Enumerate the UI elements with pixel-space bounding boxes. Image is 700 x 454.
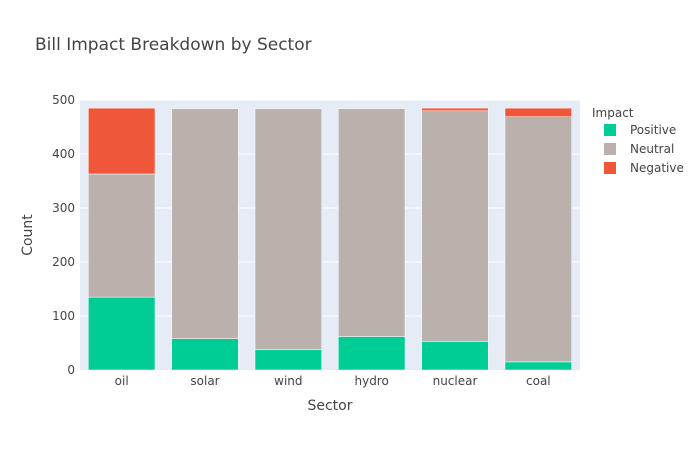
y-axis-ticks: 0 100 200 300 400 500 — [52, 93, 75, 377]
bar-nuclear-neutral[interactable] — [421, 110, 489, 342]
bar-oil-positive[interactable] — [88, 296, 156, 371]
x-tick-label-oil: oil — [115, 374, 129, 388]
y-tick-label: 500 — [52, 93, 75, 107]
x-tick-label-hydro: hydro — [354, 374, 388, 388]
y-tick-label: 200 — [52, 255, 75, 269]
legend-title: Impact — [592, 106, 634, 120]
y-tick-label: 400 — [52, 147, 75, 161]
bar-hydro-positive[interactable] — [338, 336, 406, 371]
bar-wind-positive[interactable] — [254, 349, 322, 371]
bar-coal-positive[interactable] — [504, 361, 572, 371]
gridlines — [80, 99, 580, 317]
legend-swatch-negative[interactable] — [604, 162, 616, 174]
bar-oil-neutral[interactable] — [88, 173, 156, 298]
bar-oil-negative[interactable] — [88, 107, 156, 175]
x-axis-title: Sector — [307, 398, 352, 414]
plot-background — [80, 100, 580, 370]
x-tick-label-solar: solar — [190, 374, 219, 388]
bars — [88, 107, 572, 371]
legend-swatch-neutral[interactable] — [604, 143, 616, 155]
bar-wind-neutral[interactable] — [254, 108, 322, 350]
bar-nuclear-negative[interactable] — [421, 107, 489, 112]
y-axis-title: Count — [20, 214, 36, 256]
x-tick-label-nuclear: nuclear — [433, 374, 478, 388]
legend[interactable]: Impact Positive Neutral Negative — [592, 106, 684, 175]
legend-label-neutral[interactable]: Neutral — [630, 142, 674, 156]
x-axis-ticks: oil solar wind hydro nuclear coal — [115, 374, 551, 388]
bar-solar-positive[interactable] — [171, 338, 239, 371]
chart-title: Bill Impact Breakdown by Sector — [35, 35, 312, 55]
y-tick-label: 300 — [52, 201, 75, 215]
legend-label-positive[interactable]: Positive — [630, 123, 676, 137]
y-tick-label: 0 — [67, 363, 75, 377]
bar-hydro-neutral[interactable] — [338, 108, 406, 337]
bar-coal-neutral[interactable] — [504, 116, 572, 363]
x-tick-label-coal: coal — [526, 374, 551, 388]
y-tick-label: 100 — [52, 309, 75, 323]
bar-nuclear-positive[interactable] — [421, 341, 489, 371]
bar-solar-neutral[interactable] — [171, 108, 239, 339]
legend-label-negative[interactable]: Negative — [630, 161, 684, 175]
legend-swatch-positive[interactable] — [604, 124, 616, 136]
x-tick-label-wind: wind — [274, 374, 302, 388]
bar-coal-negative[interactable] — [504, 107, 572, 117]
